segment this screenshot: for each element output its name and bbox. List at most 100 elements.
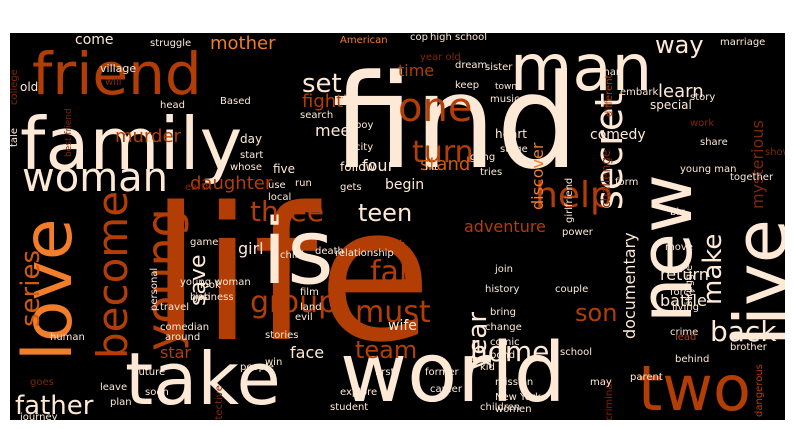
word-life: life xyxy=(150,167,432,383)
word-special: special xyxy=(650,98,692,112)
word-relationship: relationship xyxy=(335,248,394,259)
word-turn: turn xyxy=(412,135,474,170)
word-man: man xyxy=(510,33,653,106)
word-daughter: daughter xyxy=(190,173,273,194)
word-meet: meet xyxy=(315,121,357,140)
word-story: story xyxy=(690,92,716,103)
word-local: local xyxy=(268,192,292,203)
word-fight: fight xyxy=(302,91,344,112)
word-power: power xyxy=(562,227,593,238)
word-move: move xyxy=(665,242,693,253)
word-parent: parent xyxy=(630,372,663,383)
word-former: former xyxy=(425,367,459,378)
word-set: set xyxy=(302,69,342,99)
word-stories: stories xyxy=(265,330,299,341)
word-mysterious: mysterious xyxy=(748,120,767,209)
word-village: village xyxy=(100,62,137,75)
word-people: people xyxy=(240,362,274,373)
word-face: face xyxy=(290,343,325,362)
word-dream: dream xyxy=(455,60,488,71)
word-win: win xyxy=(265,357,283,368)
word-detective: detective xyxy=(214,385,225,420)
word-learn: learn xyxy=(658,81,704,102)
word-plan: plan xyxy=(110,397,132,408)
word-way: way xyxy=(655,33,704,59)
word-battle: battle xyxy=(660,291,707,310)
word-heart: heart xyxy=(495,127,527,141)
word-comic: comic xyxy=(490,337,520,348)
word-family: family xyxy=(20,102,243,186)
word-dangerous: dangerous xyxy=(754,364,765,417)
word-history: history xyxy=(485,284,520,295)
word-discover: discover xyxy=(528,142,547,210)
word-cop: cop xyxy=(410,33,428,43)
word-city: city xyxy=(355,142,374,153)
word-find: find xyxy=(332,46,579,198)
word-adventure: adventure xyxy=(464,217,546,236)
word-drama: drama xyxy=(340,94,373,105)
word-girlfriend: girlfriend xyxy=(564,177,575,223)
word-tale: tale xyxy=(10,128,20,147)
word-friend: friend xyxy=(32,40,202,108)
word-child: child xyxy=(280,250,304,261)
word-first: first xyxy=(375,367,395,378)
word-join: join xyxy=(495,264,514,275)
word-search: search xyxy=(300,110,334,121)
word-marriage: marriage xyxy=(720,37,766,48)
word-follow: follow xyxy=(340,160,376,174)
word-children: children xyxy=(480,402,521,413)
word-high-school: high school xyxy=(430,33,488,43)
word-woman: woman xyxy=(22,155,169,201)
word-big: big xyxy=(670,207,686,218)
word-tries: tries xyxy=(480,167,503,178)
word-sister: sister xyxy=(485,62,513,73)
word-best-friend: best friend xyxy=(64,108,74,158)
word-may: may xyxy=(590,377,612,388)
word-student: student xyxy=(330,402,369,413)
word-group: group xyxy=(250,285,338,320)
word-use: use xyxy=(268,180,286,191)
word-documentary: documentary xyxy=(620,232,639,339)
word-come: come xyxy=(75,33,114,48)
word-embark: embark xyxy=(620,87,659,98)
word-take: take xyxy=(125,337,281,420)
word-star: star xyxy=(160,343,191,362)
word-challenge: challenge xyxy=(599,149,613,208)
word-form: form xyxy=(615,177,639,188)
word-begin: begin xyxy=(385,177,425,193)
word-comedy: comedy xyxy=(590,127,646,143)
word-one: one xyxy=(398,85,473,131)
word-crime: crime xyxy=(670,327,699,338)
word-town: town xyxy=(495,82,518,92)
word-lead: lead xyxy=(675,332,697,343)
word-kid: kid xyxy=(480,362,495,373)
word-day: day xyxy=(240,132,263,146)
word-soon: soon xyxy=(145,387,169,398)
word-women: women xyxy=(495,404,532,415)
word-land: land xyxy=(300,302,322,313)
word-young-woman: young woman xyxy=(180,277,251,288)
word-school: school xyxy=(560,347,593,358)
word-explore: explore xyxy=(340,387,378,398)
word-american: American xyxy=(340,35,388,46)
word-film: film xyxy=(300,287,319,298)
word-time: time xyxy=(398,61,435,80)
word-earth: earth xyxy=(185,182,212,193)
word-death: death xyxy=(315,246,344,257)
word-four: four xyxy=(362,156,395,175)
word-year-old: year old xyxy=(420,52,461,63)
word-behind: behind xyxy=(675,354,710,365)
word-son: son xyxy=(575,299,618,327)
word-business: business xyxy=(190,292,234,303)
word-will: will xyxy=(105,77,122,88)
word-series: series xyxy=(16,249,46,327)
word-old: old xyxy=(20,80,39,94)
word-back: back xyxy=(710,315,777,348)
word-living: living xyxy=(672,302,699,313)
word-different: different xyxy=(604,74,615,117)
word-stage: stage xyxy=(500,144,528,155)
word-music: music xyxy=(490,94,520,105)
word-fall: fall xyxy=(370,255,416,290)
word-together: together xyxy=(730,172,774,183)
word-two: two xyxy=(638,352,751,420)
